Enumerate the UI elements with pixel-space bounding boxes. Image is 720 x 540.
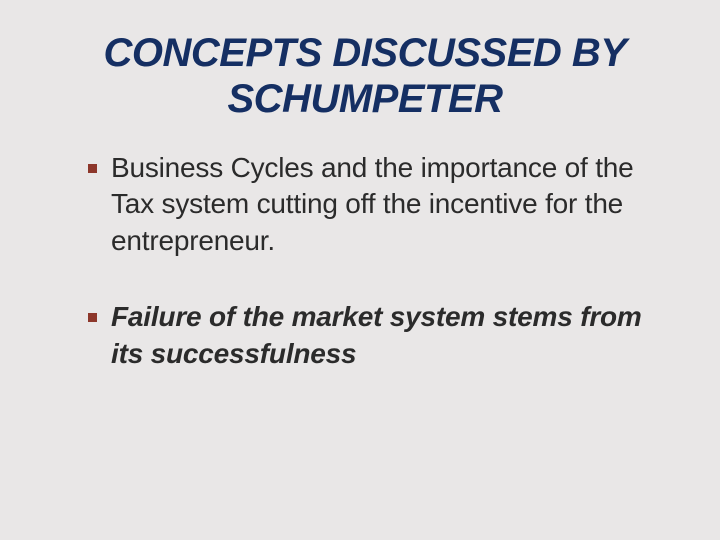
bullet-item-1: Failure of the market system stems from … xyxy=(88,299,670,372)
bullet-text-0: Business Cycles and the importance of th… xyxy=(111,150,670,259)
square-bullet-icon xyxy=(88,313,97,322)
square-bullet-icon xyxy=(88,164,97,173)
bullet-list: Business Cycles and the importance of th… xyxy=(60,150,670,372)
slide-container: CONCEPTS DISCUSSED BY SCHUMPETER Busines… xyxy=(0,0,720,540)
bullet-item-0: Business Cycles and the importance of th… xyxy=(88,150,670,259)
slide-title: CONCEPTS DISCUSSED BY SCHUMPETER xyxy=(60,30,670,122)
bullet-text-1: Failure of the market system stems from … xyxy=(111,299,670,372)
